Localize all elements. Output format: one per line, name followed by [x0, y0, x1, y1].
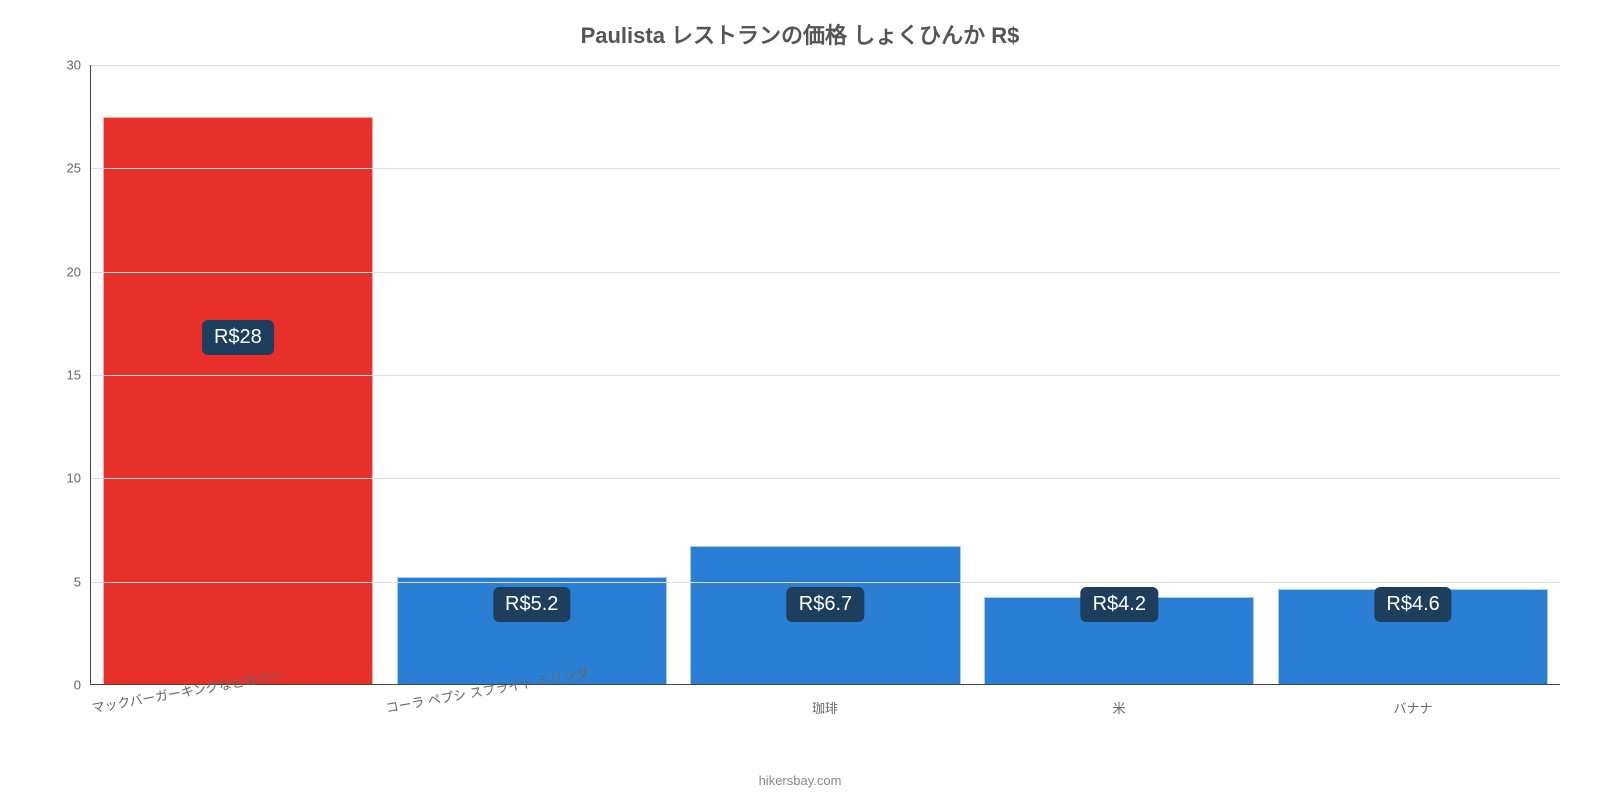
bar-value-label: R$28 — [202, 320, 274, 355]
gridline — [91, 168, 1560, 169]
y-tick-label: 20 — [67, 264, 91, 279]
y-tick-label: 0 — [74, 678, 91, 693]
bar-value-label: R$6.7 — [787, 587, 864, 622]
attribution-text: hikersbay.com — [0, 773, 1600, 788]
bar — [103, 117, 373, 684]
x-category-label: バナナ — [1393, 698, 1432, 717]
bar-value-label: R$5.2 — [493, 587, 570, 622]
x-label-slot: コーラ ペプシ スプライト ミリンダ — [384, 690, 678, 750]
bar-value-label: R$4.2 — [1081, 587, 1158, 622]
y-tick-label: 10 — [67, 471, 91, 486]
gridline — [91, 272, 1560, 273]
y-tick-label: 5 — [74, 574, 91, 589]
x-label-slot: 珈琲 — [678, 690, 972, 750]
y-tick-label: 25 — [67, 161, 91, 176]
x-label-slot: バナナ — [1266, 690, 1560, 750]
x-category-label: 米 — [1112, 698, 1125, 717]
x-label-slot: 米 — [972, 690, 1266, 750]
price-chart: Paulista レストランの価格 しょくひんか R$ R$28 R$5.2 R$6… — [0, 0, 1600, 800]
x-label-slot: マックバーガーキングなどのバー — [90, 690, 384, 750]
bar-value-label: R$4.6 — [1374, 587, 1451, 622]
x-axis-labels: マックバーガーキングなどのバーコーラ ペプシ スプライト ミリンダ 珈琲 米 バナナ — [90, 690, 1560, 750]
gridline — [91, 65, 1560, 66]
chart-title: Paulista レストランの価格 しょくひんか R$ — [0, 18, 1600, 50]
gridline — [91, 582, 1560, 583]
x-category-label: 珈琲 — [812, 698, 838, 717]
plot-area: R$28R$5.2R$6.7R$4.2R$4.6 051015202530 — [90, 65, 1560, 685]
gridline — [91, 478, 1560, 479]
y-tick-label: 15 — [67, 368, 91, 383]
gridline — [91, 375, 1560, 376]
y-tick-label: 30 — [67, 58, 91, 73]
